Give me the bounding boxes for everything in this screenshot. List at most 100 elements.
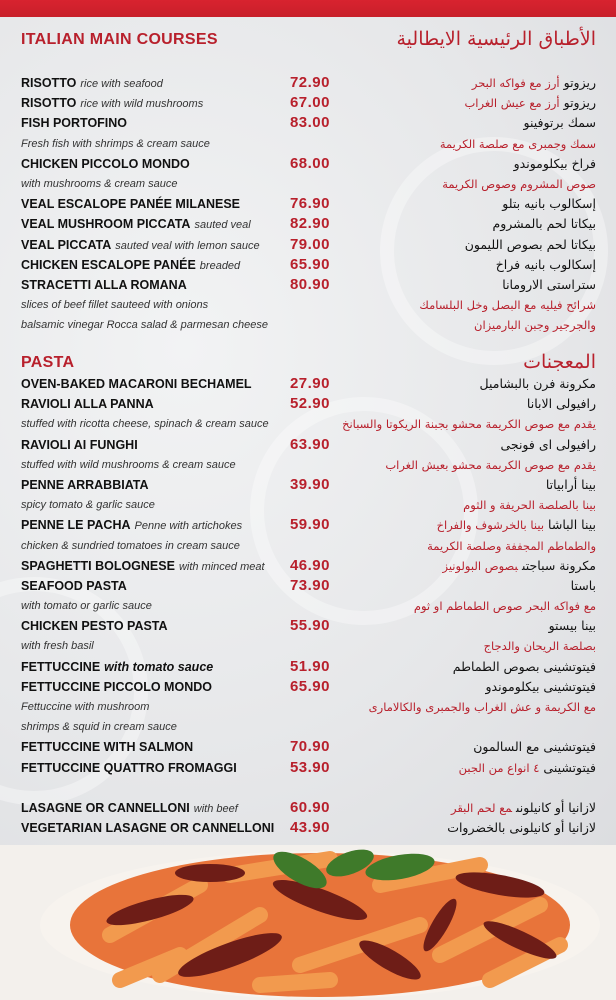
item-arabic: فراخ بيكلوموندو	[514, 154, 596, 174]
item-name-ar: ريزوتو	[563, 75, 596, 90]
menu-item: SPAGHETTI BOLOGNESE with minced meat 46.90…	[0, 556, 616, 576]
menu-item: VEAL PICCATA sauted veal with lemon sauce…	[0, 235, 616, 255]
description-line-ar: مع الكريمة و عش الغراب والجمبرى والكالام…	[368, 700, 596, 714]
section-title-pasta: PASTA	[21, 354, 75, 371]
item-name-ar: فيتوتشينى بيكلوموندو	[485, 678, 596, 694]
item-english: CHICKEN PICCOLO MONDO	[21, 154, 190, 174]
item-arabic: بيكاتا لحم بالمشروم	[492, 214, 596, 234]
description-line: with tomato or garlic sauce	[21, 600, 152, 613]
menu-item-description: chicken & sundried tomatoes in cream sau…	[0, 536, 616, 556]
item-english: LASAGNE OR CANNELLONI with beef	[21, 798, 238, 819]
item-english: SEAFOOD PASTA	[21, 576, 127, 596]
menu-item-description: with fresh basil بصلصة الريحان والدجاج	[0, 636, 616, 656]
item-name: PENNE ARRABBIATA	[21, 477, 149, 492]
item-price: 51.90	[289, 657, 330, 675]
item-name: FETTUCCINE PICCOLO MONDO	[21, 679, 212, 694]
item-arabic: إسكالوب بانيه بتلو	[502, 194, 596, 214]
item-name-ar: فيتوتشينى بصوص الطماطم	[452, 658, 596, 674]
item-price: 52.90	[289, 395, 330, 413]
spacer	[0, 778, 616, 798]
menu-item: FISH PORTOFINO 83.00 سمك برتوفينو	[0, 113, 616, 133]
menu-item-description: stuffed with wild mushrooms & cream sauc…	[0, 455, 616, 475]
section-title-main-courses-ar: الأطباق الرئيسية الايطالية	[396, 28, 596, 50]
item-arabic: لازانيا أو كانيلونى بالخضروات	[447, 818, 596, 838]
item-english: STRACETTI ALLA ROMANA	[21, 275, 187, 295]
item-name-ar: فيتوتشينى	[543, 759, 596, 775]
item-english: RAVIOLI ALLA PANNA	[21, 394, 154, 414]
item-price: 39.90	[289, 475, 330, 493]
item-english: VEAL ESCALOPE PANÉE MILANESE	[21, 194, 240, 214]
item-name-ar: رافيولى الابانا	[526, 396, 596, 412]
description-line: balsamic vinegar Rocca salad & parmesan …	[21, 319, 269, 332]
menu-item: PENNE ARRABBIATA 39.90 بينا أرابياتا	[0, 475, 616, 495]
item-name-ar: ستراستى الارومانا	[502, 276, 596, 292]
item-name-ar: إسكالوب بانيه فراخ	[495, 256, 596, 272]
item-name: SEAFOOD PASTA	[21, 578, 127, 593]
menu-item: FETTUCCINE with tomato sauce 51.90 فيتوتشين…	[0, 657, 616, 677]
description-line-ar: شرائح فيليه مع البصل وخل البلسامك	[419, 298, 596, 313]
item-name-ar: بيكاتا لحم بالمشروم	[492, 216, 596, 232]
item-english: VEAL PICCATA sauted veal with lemon sauce	[21, 235, 260, 256]
item-name-ar: بينا الباشا	[548, 517, 596, 533]
item-english: VEAL MUSHROOM PICCATA sauted veal	[21, 214, 251, 235]
menu-item-description: Fresh fish with shrimps & cream sauce سمك…	[0, 134, 616, 154]
item-name: FETTUCCINE WITH SALMON	[21, 740, 194, 755]
item-arabic: ستراستى الارومانا	[502, 275, 596, 295]
item-price: 73.90	[289, 576, 330, 594]
item-name-ar: بيكاتا لحم بصوص الليمون	[464, 236, 596, 252]
item-name-ar: لازانيا أو كانيلونى بالخضروات	[447, 820, 596, 836]
menu-item: FETTUCCINE WITH SALMON 70.90 فيتوتشينى مع …	[0, 737, 616, 757]
item-description-ar: أرز مع فواكه البحر	[471, 76, 560, 90]
menu-item: CHICKEN PESTO PASTA 55.90 بينا بيستو	[0, 616, 616, 636]
item-name-ar: بينا أرابياتا	[545, 476, 596, 492]
item-english: OVEN-BAKED MACARONI BECHAMEL	[21, 374, 252, 394]
menu-item: LASAGNE OR CANNELLONI with beef 60.90 لازان…	[0, 798, 616, 818]
item-price: 79.00	[289, 235, 330, 253]
item-description-ar: بينا بالخرشوف والفراخ	[436, 518, 545, 533]
item-arabic: بينا الباشابينا بالخرشوف والفراخ	[437, 515, 596, 535]
item-arabic: رافيولى اى فونجى	[500, 435, 596, 455]
top-band	[0, 0, 616, 17]
menu-item: RISOTTO rice with seafood 72.90 ريزوتوأرز م…	[0, 73, 616, 93]
description-line: stuffed with wild mushrooms & cream sauc…	[21, 458, 236, 471]
item-arabic: باستا	[571, 576, 596, 596]
menu-item-description: stuffed with ricotta cheese, spinach & c…	[0, 414, 616, 434]
item-english: RISOTTO rice with wild mushrooms	[21, 93, 203, 114]
description-line-ar: صوص المشروم وصوص الكريمة	[442, 176, 596, 191]
section-title-main-courses: ITALIAN MAIN COURSES	[21, 31, 218, 48]
item-arabic: ريزوتوأرز مع فواكه البحر	[472, 73, 596, 93]
item-price: 63.90	[289, 435, 330, 453]
item-name-italic: with tomato sauce	[104, 659, 214, 674]
item-english: FISH PORTOFINO	[21, 113, 127, 133]
item-name: CHICKEN ESCALOPE PANÉE	[21, 257, 196, 272]
item-price: 59.90	[289, 516, 330, 534]
item-name-ar: رافيولى اى فونجى	[500, 436, 596, 452]
item-price: 82.90	[289, 215, 330, 233]
menu-item: VEAL MUSHROOM PICCATA sauted veal 82.90 بيك…	[0, 214, 616, 234]
item-english: RISOTTO rice with seafood	[21, 73, 163, 94]
item-name: FISH PORTOFINO	[21, 116, 128, 131]
item-price: 65.90	[289, 255, 330, 273]
item-name-ar: مكرونة فرن بالبشاميل	[479, 376, 596, 391]
item-name: LASAGNE OR CANNELLONI	[21, 800, 190, 815]
menu-item-description: balsamic vinegar Rocca salad & parmesan …	[0, 315, 616, 335]
item-arabic: لازانيا أو كانيلونىمع لحم البقر	[451, 798, 596, 818]
item-name: OVEN-BAKED MACARONI BECHAMEL	[21, 377, 252, 391]
item-name-ar: بينا بيستو	[548, 618, 596, 634]
description-line: Fresh fish with shrimps & cream sauce	[21, 137, 210, 150]
item-name: CHICKEN PESTO PASTA	[21, 619, 168, 634]
item-price: 80.90	[289, 275, 330, 293]
item-name: SPAGHETTI BOLOGNESE	[21, 558, 175, 573]
item-name-ar: فيتوتشينى مع السالمون	[473, 739, 596, 755]
item-english: PENNE LE PACHA Penne with artichokes	[21, 515, 242, 536]
menu-item: FETTUCCINE QUATTRO FROMAGGI 53.90 فيتوتشين…	[0, 758, 616, 778]
item-description: sauted veal	[194, 219, 251, 232]
description-line: with fresh basil	[21, 640, 94, 653]
item-name-ar: لازانيا أو كانيلونى	[515, 799, 596, 815]
item-arabic: فيتوتشينى مع السالمون	[473, 737, 596, 757]
menu-item-description: with tomato or garlic sauce مع فواكه البح…	[0, 596, 616, 616]
item-name: FETTUCCINE QUATTRO FROMAGGI	[21, 760, 237, 775]
item-name: VEAL MUSHROOM PICCATA	[21, 217, 191, 232]
item-english: CHICKEN PESTO PASTA	[21, 616, 168, 636]
description-line: Fettuccine with mushroom	[21, 701, 150, 713]
